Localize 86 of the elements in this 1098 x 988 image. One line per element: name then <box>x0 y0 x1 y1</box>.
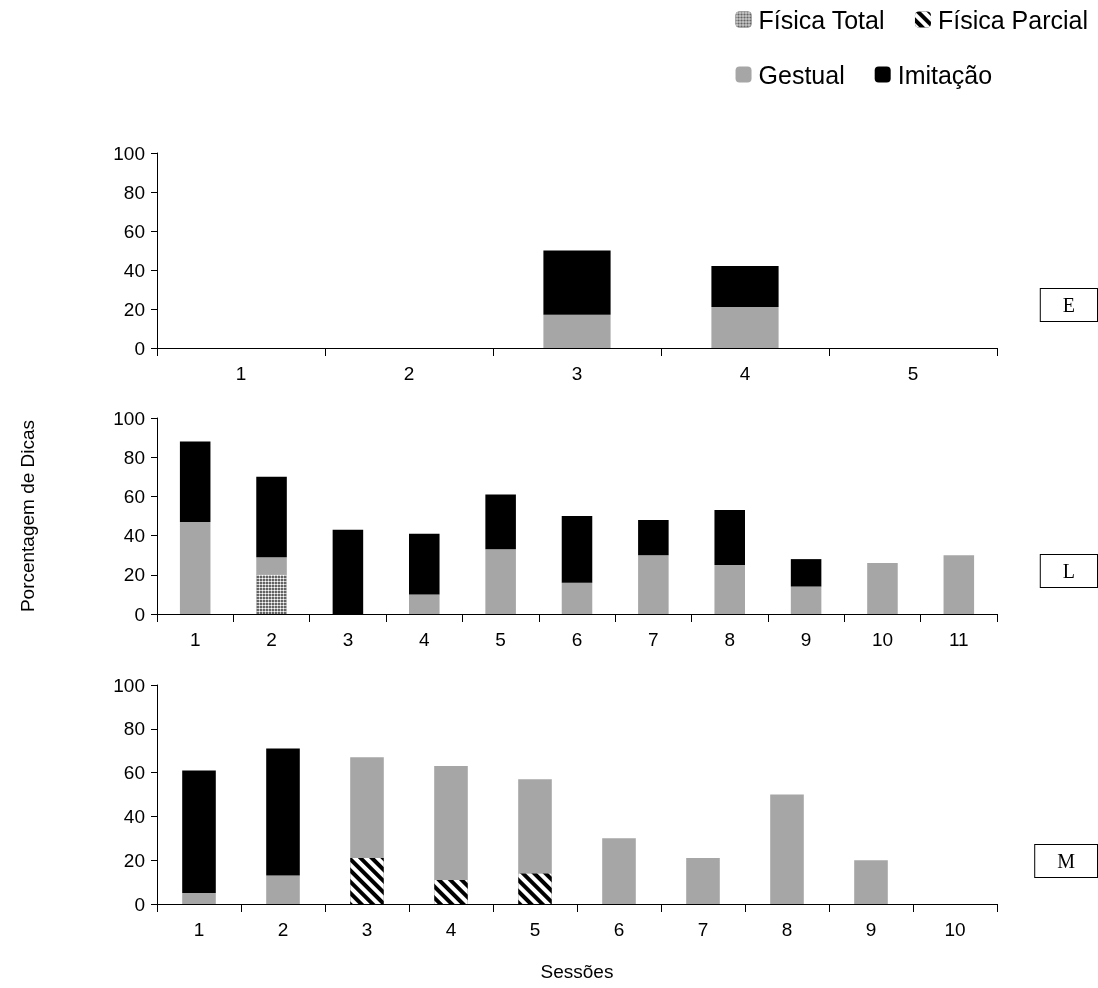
y-tick-label: 60 <box>123 485 145 507</box>
bar <box>434 766 468 880</box>
x-tick-label: 10 <box>944 919 966 940</box>
x-tick-label: 9 <box>865 919 877 940</box>
legend-label: Gestual <box>758 60 845 89</box>
x-tick-label: 10 <box>871 629 894 650</box>
bar <box>790 586 822 614</box>
text: E <box>1062 294 1075 316</box>
x-tick-label: 4 <box>739 363 751 384</box>
x-axis-title: Sessões <box>540 961 614 982</box>
x-tick-label: 4 <box>445 919 457 940</box>
bar <box>543 314 611 348</box>
y-tick-label: 80 <box>123 446 145 468</box>
bar <box>485 549 516 614</box>
y-tick-label: 0 <box>134 603 145 625</box>
bar <box>711 307 779 348</box>
x-tick-label: 7 <box>697 919 709 940</box>
bar <box>711 266 779 308</box>
bar <box>854 860 888 904</box>
x-tick-label: 6 <box>571 629 583 650</box>
bar <box>266 748 300 876</box>
bar <box>561 582 593 614</box>
x-tick-label: 1 <box>193 919 205 940</box>
legend-label: Física Total <box>758 5 885 34</box>
bar <box>409 594 440 614</box>
y-tick-label: 20 <box>123 298 145 320</box>
y-tick-label: 80 <box>123 718 145 740</box>
x-tick-label: 2 <box>266 629 277 650</box>
bar <box>686 858 720 904</box>
y-tick-label: 60 <box>123 762 145 784</box>
x-tick-label: 8 <box>781 919 793 940</box>
bar <box>256 557 287 575</box>
y-tick-label: 60 <box>123 220 145 242</box>
x-tick-label: 2 <box>277 919 289 940</box>
x-tick-label: 8 <box>724 629 736 650</box>
bar <box>182 770 216 894</box>
bar <box>518 779 552 874</box>
x-tick-label: 3 <box>342 629 354 650</box>
x-tick-label: 6 <box>613 919 625 940</box>
x-tick-label: 7 <box>648 629 659 650</box>
y-tick-label: 0 <box>134 337 145 359</box>
bar <box>543 250 611 315</box>
x-tick-label: 11 <box>948 629 969 650</box>
bar <box>638 555 669 614</box>
bar <box>266 875 300 904</box>
legend-label: Física Parcial <box>937 5 1089 34</box>
text: L <box>1062 560 1075 582</box>
bar <box>179 521 211 614</box>
x-tick-label: 2 <box>403 363 415 384</box>
y-tick-label: 0 <box>134 893 145 915</box>
x-tick-label: 4 <box>418 629 430 650</box>
bar <box>256 476 287 558</box>
x-tick-label: 1 <box>189 629 201 650</box>
bar <box>179 441 211 522</box>
x-tick-label: 3 <box>361 919 373 940</box>
bar <box>790 559 822 587</box>
bar <box>714 565 745 614</box>
x-tick-label: 5 <box>907 363 919 384</box>
bar <box>485 494 516 550</box>
text: M <box>1057 850 1076 872</box>
y-tick-label: 40 <box>123 525 145 547</box>
x-tick-label: 5 <box>529 919 541 940</box>
y-tick-label: 40 <box>123 805 145 827</box>
y-axis-title: Porcentagem de Dicas <box>17 419 38 613</box>
y-tick-label: 100 <box>113 142 145 164</box>
bar <box>638 519 669 556</box>
bar <box>409 533 440 595</box>
x-tick-label: 3 <box>571 363 583 384</box>
y-tick-label: 80 <box>123 181 145 203</box>
x-tick-label: 5 <box>495 629 506 650</box>
y-tick-label: 20 <box>123 564 145 586</box>
bar <box>770 794 804 904</box>
bar <box>561 516 593 583</box>
bar <box>714 510 745 565</box>
bar <box>943 555 975 614</box>
bar <box>602 838 636 904</box>
bar <box>182 893 216 904</box>
bar <box>350 757 384 859</box>
y-tick-label: 40 <box>123 259 145 281</box>
legend-label: Imitação <box>897 60 993 89</box>
y-tick-label: 20 <box>123 849 145 871</box>
x-tick-label: 1 <box>235 363 247 384</box>
bar <box>867 563 898 614</box>
y-tick-label: 100 <box>113 407 145 429</box>
x-tick-label: 9 <box>800 629 812 650</box>
y-tick-label: 100 <box>113 674 145 696</box>
